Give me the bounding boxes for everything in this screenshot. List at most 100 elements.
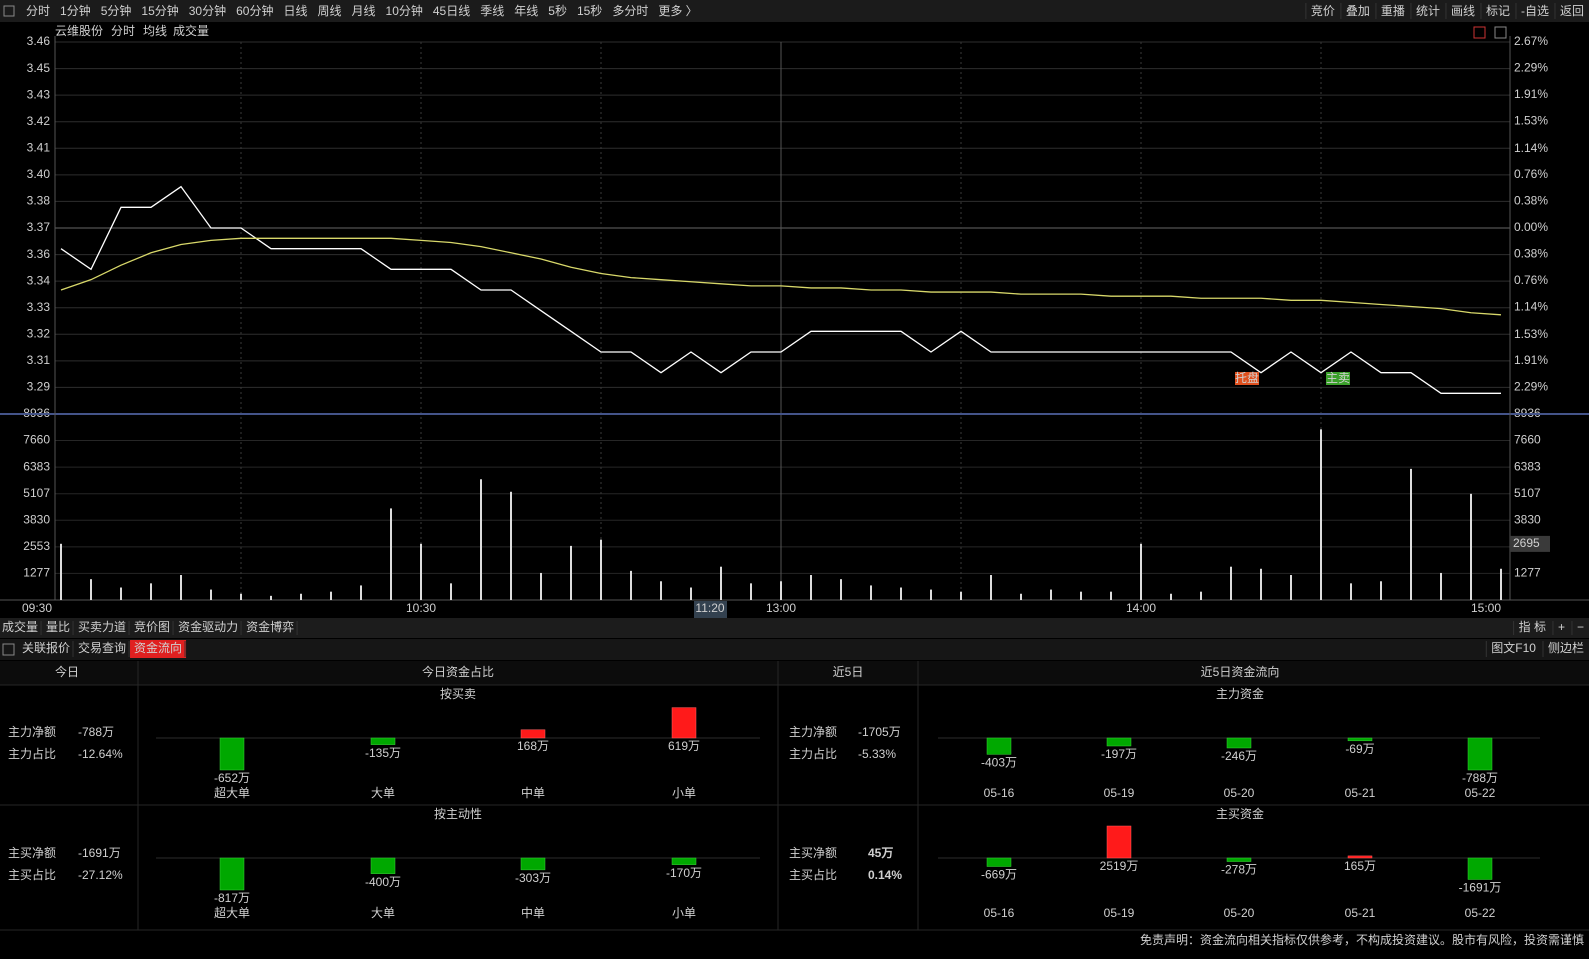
y-tick-label: 3.38 bbox=[27, 194, 51, 208]
tab[interactable]: 买卖力道 bbox=[78, 620, 126, 634]
y-tick-label: 3.40 bbox=[27, 167, 51, 181]
bar bbox=[520, 729, 546, 739]
toolbar-item[interactable]: 更多 〉 bbox=[658, 4, 697, 18]
bar-category: 05-21 bbox=[1345, 786, 1376, 800]
toolbar-item[interactable]: 分时 bbox=[26, 4, 50, 18]
toolbar-item[interactable]: 30分钟 bbox=[189, 3, 226, 18]
tab[interactable]: 图文F10 bbox=[1491, 640, 1536, 655]
window-icon[interactable] bbox=[1494, 26, 1507, 39]
panel-title: 今日资金占比 bbox=[422, 664, 494, 679]
toolbar-item[interactable]: 重播 bbox=[1381, 4, 1405, 18]
tab[interactable]: 成交量 bbox=[2, 619, 38, 634]
toolbar-item[interactable]: 周线 bbox=[317, 4, 341, 18]
volume-tick-label: 6383 bbox=[23, 459, 50, 473]
tab[interactable]: 侧边栏 bbox=[1548, 640, 1584, 655]
volume-tick-label: 7660 bbox=[1514, 433, 1541, 447]
bar-value-label: 165万 bbox=[1344, 859, 1376, 873]
volume-bar bbox=[180, 575, 182, 600]
toolbar-item[interactable]: 1分钟 bbox=[60, 3, 91, 18]
stat-label: 主买占比 bbox=[8, 867, 56, 882]
toolbar-item[interactable]: 多分时 bbox=[612, 4, 648, 18]
tab[interactable]: 关联报价 bbox=[22, 640, 70, 655]
tab[interactable]: 量比 bbox=[46, 620, 70, 634]
toolbar-item[interactable]: 竞价 bbox=[1311, 4, 1335, 18]
volume-bar bbox=[840, 579, 842, 600]
volume-bar bbox=[390, 508, 392, 600]
x-tick-label: 15:00 bbox=[1471, 601, 1501, 615]
tab[interactable]: 交易查询 bbox=[78, 640, 126, 655]
tabs2-bg bbox=[0, 639, 1589, 660]
tab[interactable]: 指 标 bbox=[1519, 619, 1546, 634]
bar-value-label: -170万 bbox=[666, 866, 702, 880]
toolbar-item[interactable]: 统计 bbox=[1416, 4, 1440, 18]
toolbar-item[interactable]: 5秒 bbox=[548, 4, 567, 18]
close-icon[interactable] bbox=[1473, 26, 1486, 39]
toolbar-item[interactable]: 标记 bbox=[1486, 4, 1510, 18]
volume-bar bbox=[1500, 568, 1502, 600]
toolbar-item[interactable]: 45日线 bbox=[433, 4, 470, 18]
toolbar-item[interactable]: 叠加 bbox=[1346, 4, 1370, 18]
panel-title: 近5日资金流向 bbox=[1201, 664, 1280, 679]
volume-tick-label: 3830 bbox=[1514, 512, 1541, 526]
tab[interactable]: 竞价图 bbox=[134, 620, 170, 634]
stat-label: 主力占比 bbox=[789, 746, 837, 761]
volume-bar bbox=[330, 591, 332, 600]
toolbar-item[interactable]: 5分钟 bbox=[101, 3, 132, 18]
y2-tick-label: 2.67% bbox=[1514, 34, 1548, 48]
volume-bar bbox=[750, 583, 752, 600]
volume-tick-label: 5107 bbox=[23, 486, 50, 500]
bar bbox=[219, 737, 245, 771]
toolbar-item[interactable]: 返回 bbox=[1560, 4, 1584, 18]
bar bbox=[671, 707, 697, 739]
toolbar-item[interactable]: 15分钟 bbox=[141, 3, 178, 18]
bar-value-label: -403万 bbox=[981, 756, 1017, 770]
toolbar-item[interactable]: 60分钟 bbox=[236, 3, 273, 18]
volume-bar bbox=[1110, 591, 1112, 600]
volume-bar bbox=[1350, 583, 1352, 600]
volume-bar bbox=[540, 572, 542, 600]
bar-category: 05-20 bbox=[1224, 906, 1255, 920]
toolbar-item[interactable]: 10分钟 bbox=[386, 3, 423, 18]
volume-bar bbox=[570, 545, 572, 600]
toolbar-item[interactable]: -自选 bbox=[1521, 4, 1549, 18]
x-tick-label: 14:00 bbox=[1126, 601, 1156, 615]
y2-tick-label: 1.14% bbox=[1514, 300, 1548, 314]
volume-bar bbox=[450, 583, 452, 600]
bar bbox=[1467, 857, 1493, 880]
bar bbox=[1347, 855, 1373, 859]
y-tick-label: 3.41 bbox=[27, 140, 51, 154]
tab[interactable]: 资金驱动力 bbox=[178, 619, 238, 634]
toolbar-item[interactable]: 15秒 bbox=[577, 4, 602, 18]
toolbar-item[interactable]: 年线 bbox=[514, 4, 538, 18]
tab[interactable]: − bbox=[1577, 620, 1584, 634]
toolbar-bg bbox=[0, 0, 1589, 22]
volume-bar bbox=[1320, 429, 1322, 600]
stat-value: -5.33% bbox=[858, 747, 896, 761]
volume-bar bbox=[1050, 589, 1052, 600]
average-line bbox=[60, 237, 1502, 316]
bar-value-label: -278万 bbox=[1221, 863, 1257, 877]
toolbar-item[interactable]: 季线 bbox=[480, 4, 504, 18]
bar-value-label: -817万 bbox=[214, 891, 250, 905]
stat-value: -27.12% bbox=[78, 868, 123, 882]
stat-value: 45万 bbox=[868, 846, 893, 860]
volume-bar bbox=[1020, 593, 1022, 600]
volume-bar bbox=[1440, 572, 1442, 600]
stat-label: 主力净额 bbox=[789, 725, 837, 739]
volume-bar bbox=[1230, 566, 1232, 600]
toolbar-item[interactable]: 月线 bbox=[352, 4, 376, 18]
toolbar-item[interactable]: 画线 bbox=[1451, 4, 1475, 18]
tab[interactable]: + bbox=[1558, 620, 1565, 634]
volume-bar bbox=[510, 491, 512, 600]
bar-category: 超大单 bbox=[214, 905, 250, 920]
stat-value: 0.14% bbox=[868, 868, 902, 882]
tab[interactable]: 资金博弈 bbox=[246, 619, 294, 634]
y2-tick-label: 0.00% bbox=[1514, 220, 1548, 234]
bar-value-label: -400万 bbox=[365, 875, 401, 889]
toolbar-item[interactable]: 日线 bbox=[283, 4, 307, 18]
volume-bar bbox=[990, 575, 992, 600]
tab[interactable]: 资金流向 bbox=[134, 640, 182, 655]
chart-title: 云维股份 bbox=[55, 24, 103, 38]
bar-value-label: 168万 bbox=[517, 739, 549, 753]
